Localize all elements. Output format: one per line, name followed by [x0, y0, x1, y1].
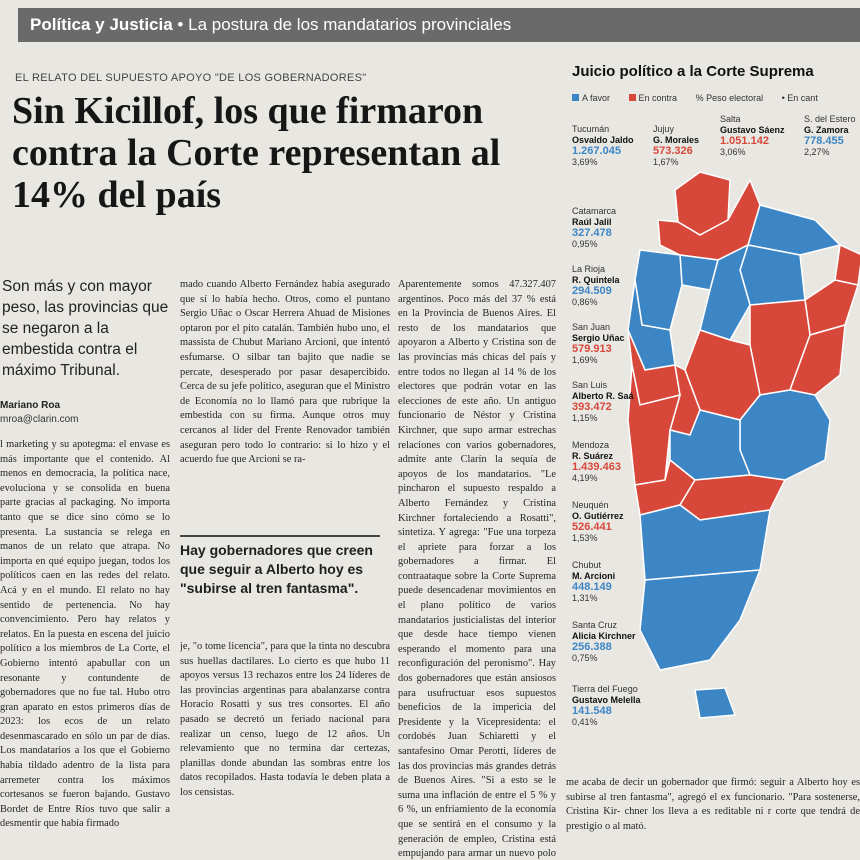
author-email: mroa@clarin.com: [0, 414, 79, 425]
chart-title: Juicio político a la Corte Suprema: [572, 63, 814, 80]
province-misiones: [834, 243, 860, 286]
section-subtitle: La postura de los mandatarios provincial…: [188, 15, 512, 34]
article-column-3: Aparentemente somos 47.327.407 argentino…: [398, 279, 556, 860]
legend-contra: En contra: [628, 93, 686, 103]
legend-favor: A favor: [572, 93, 618, 103]
legend-favor-swatch: [572, 94, 579, 101]
province-corrientes: [804, 279, 859, 336]
governor-label: Jujuy G. Morales 573.326 1,67%: [653, 124, 700, 167]
governor-label: Neuquén O. Gutiérrez 526.441 1,53%: [572, 500, 624, 543]
section-separator: •: [177, 15, 184, 34]
province-santa-cruz: [639, 569, 762, 671]
governor-label: San Juan Sergio Uñac 579.913 1,69%: [572, 322, 625, 365]
governor-label: Tucumán Osvaldo Jaldo 1.267.045 3,69%: [572, 124, 634, 167]
legend-contra-swatch: [628, 94, 636, 101]
province-mendoza: [627, 364, 682, 486]
section-name: Política y Justicia: [30, 15, 173, 34]
author-name: Mariano Roa: [0, 400, 61, 411]
chart-legend: A favor En contra % Peso electoral • En …: [572, 93, 834, 103]
governor-label: La Rioja R. Quintela 294.509 0,86%: [572, 264, 620, 307]
section-bar: Política y Justicia • La postura de los …: [18, 8, 860, 42]
governor-label: Catamarca Raúl Jalil 327.478 0,95%: [572, 206, 617, 249]
province-santiago: [699, 243, 751, 341]
governor-label: Chubut M. Arcioni 448.149 1,31%: [572, 560, 616, 603]
legend-peso: % Peso electoral: [695, 93, 764, 103]
lead-paragraph: Son más y con mayor peso, las provincias…: [2, 278, 169, 379]
article-column-2-continued: je, "o tome licencia", para que la tinta…: [180, 641, 390, 798]
province-catamarca: [634, 249, 683, 331]
headline: Sin Kicillof, los que firmaron contra la…: [12, 90, 501, 216]
argentina-map: [627, 171, 860, 719]
governor-label: Tierra del Fuego Gustavo Melella 141.548 0,…: [572, 684, 641, 727]
province-tierra-del-fuego: [694, 687, 737, 719]
province-buenos-aires: [739, 389, 831, 481]
article-column-2: mado cuando Alberto Fernández había aseg…: [180, 279, 390, 466]
pull-quote: Hay gobernadores que creen que seguir a …: [180, 535, 380, 598]
governor-label: San Luis Alberto R. Saá 393.472 1,15%: [572, 380, 634, 423]
province-chaco: [739, 244, 806, 306]
kicker: EL RELATO DEL SUPUESTO APOYO "DE LOS GOB…: [15, 72, 367, 84]
province-entre-rios: [788, 323, 846, 396]
article-column-1: l marketing y su apotegma: el envase es …: [0, 439, 170, 830]
legend-cant: • En cant: [781, 93, 818, 103]
governor-label: Mendoza R. Suárez 1.439.463 4,19%: [572, 440, 621, 483]
article-column-4: me acaba de decir un gobernador que firm…: [566, 777, 860, 832]
governor-label: Santa Cruz Alicia Kirchner 256.388 0,75%: [572, 620, 636, 663]
governor-label: Salta Gustavo Sáenz 1.051.142 3,06%: [720, 114, 785, 157]
governor-label: S. del Estero G. Zamora 778.455 2,27%: [804, 114, 856, 157]
province-formosa: [747, 204, 842, 256]
